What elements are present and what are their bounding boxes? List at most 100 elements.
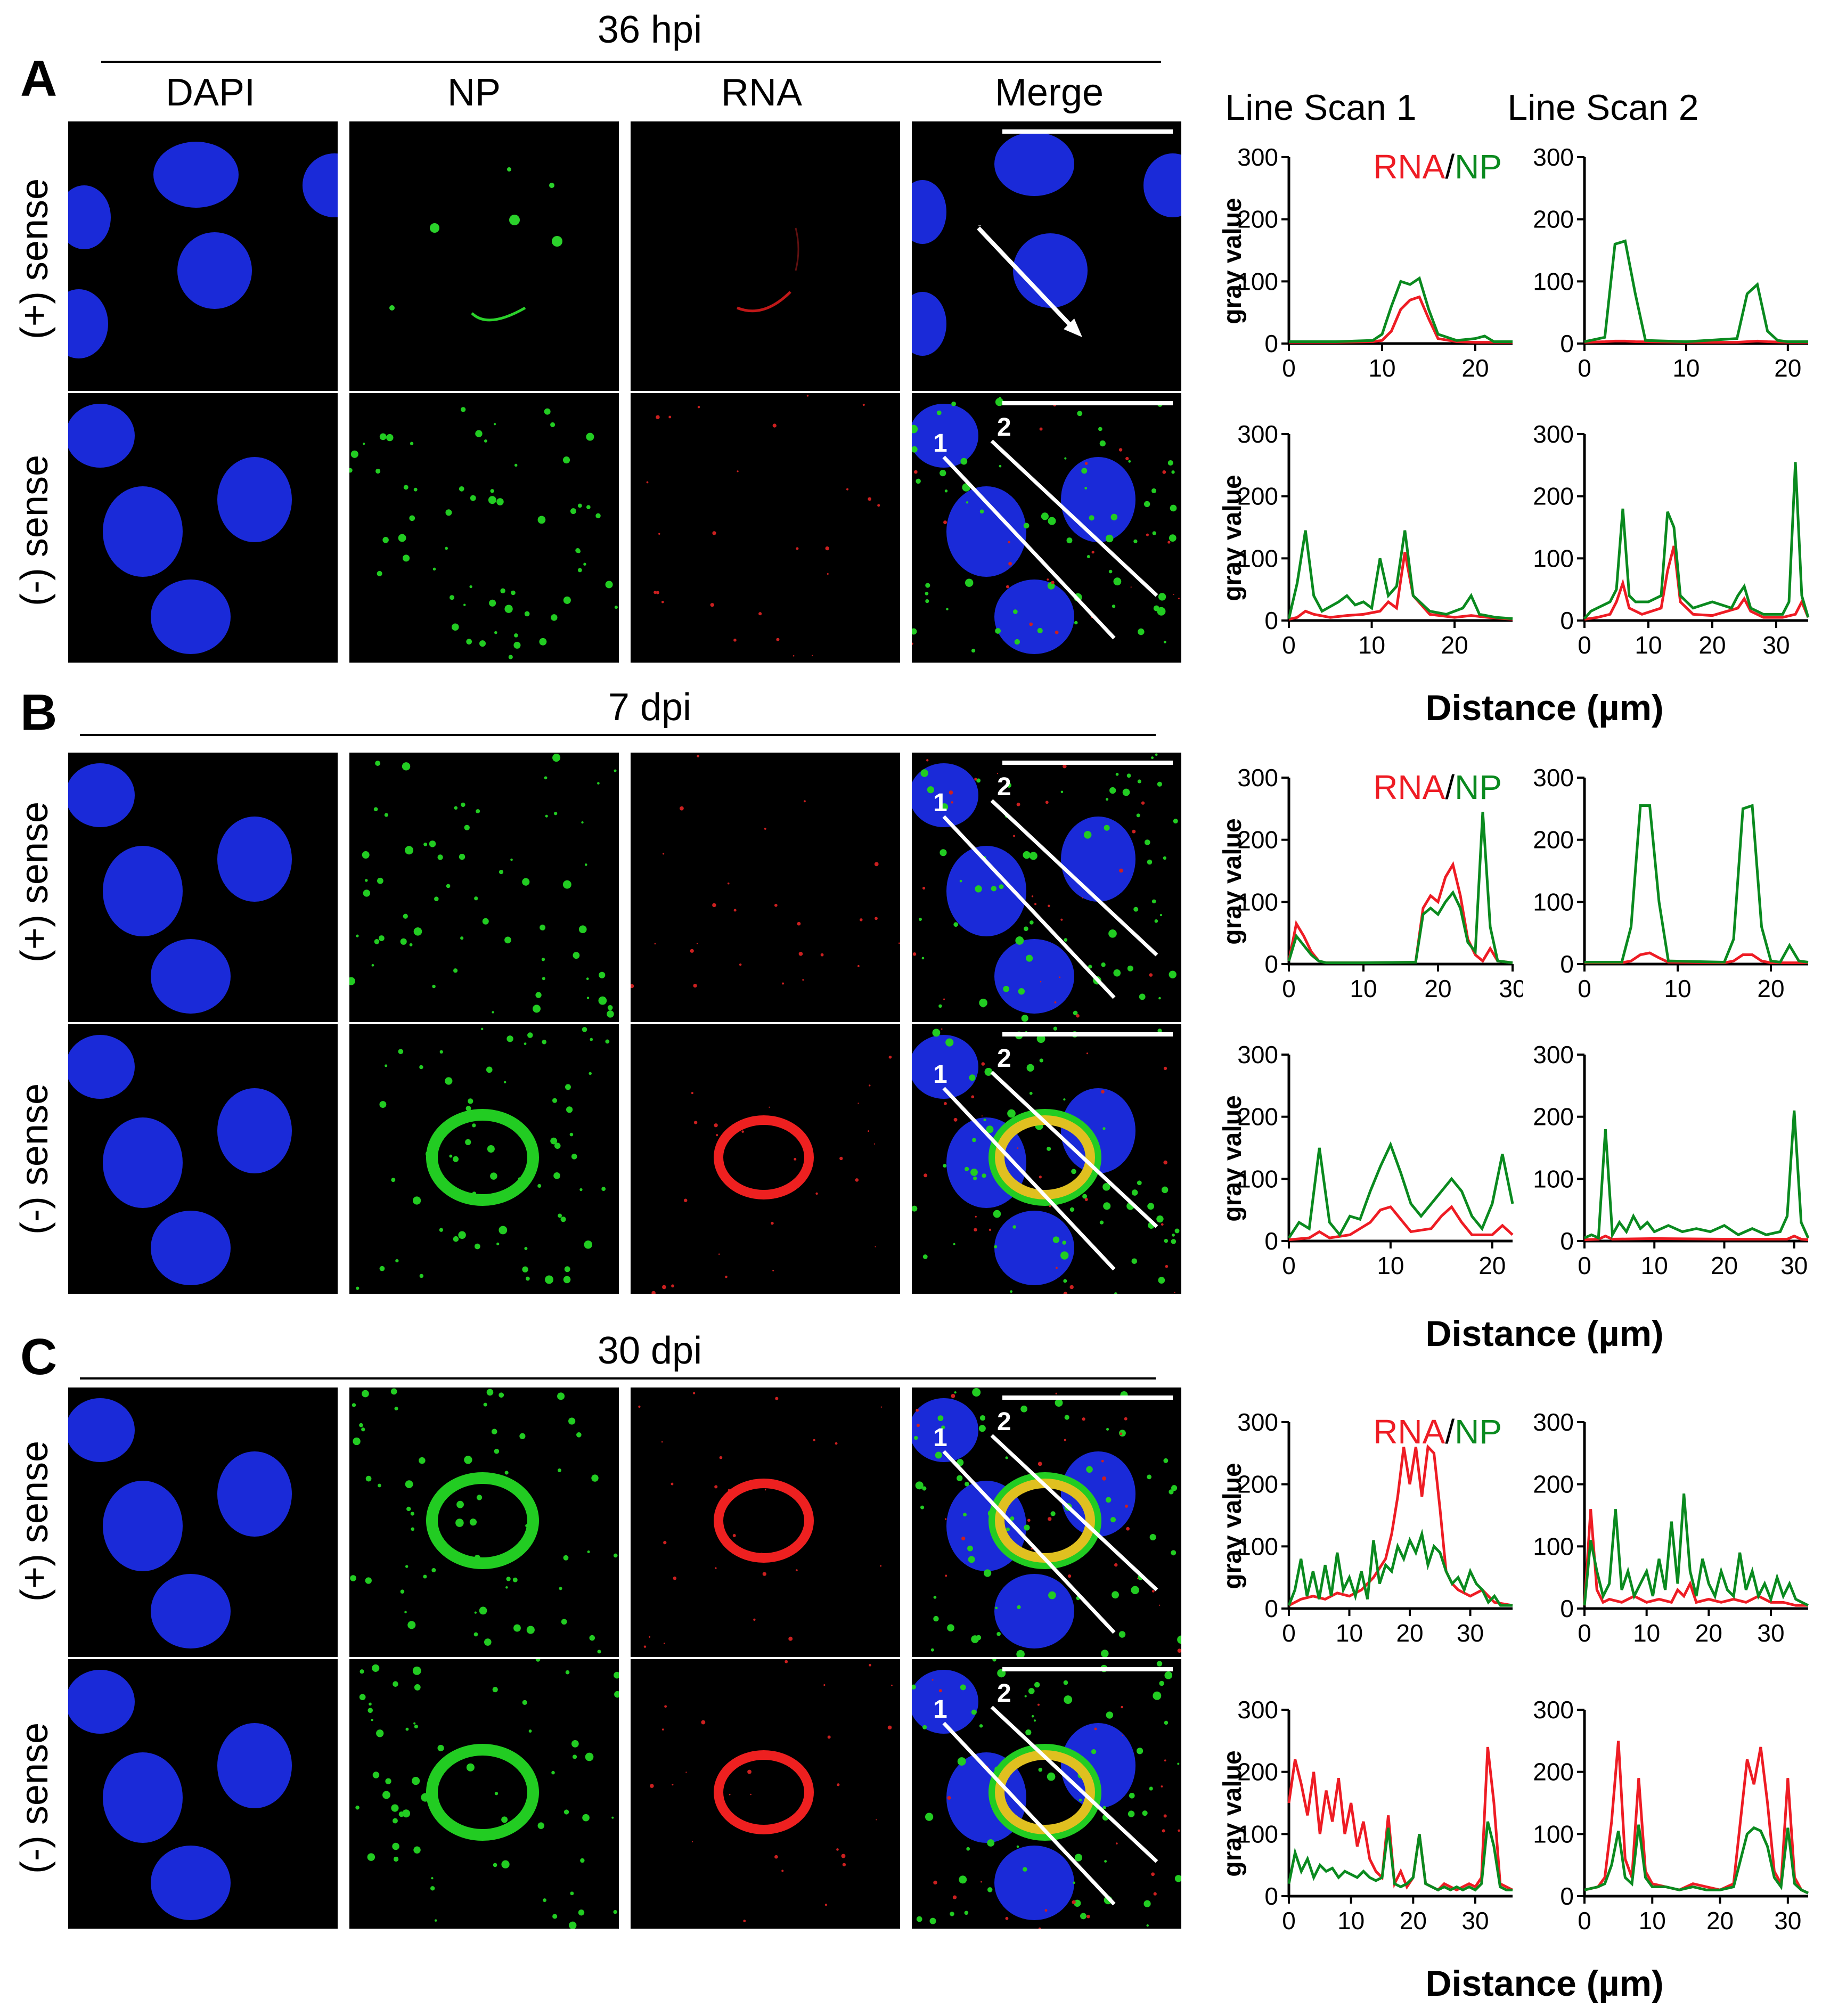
y-tick-label: 0 bbox=[1560, 607, 1574, 634]
y-tick-label: 300 bbox=[1533, 1041, 1574, 1068]
y-tick-label: 100 bbox=[1237, 1165, 1278, 1193]
x-tick-label: 10 bbox=[1633, 1619, 1660, 1647]
line-scan-plot-c-minus-1: 0 100 200 300 0 10 20 30 gray value bbox=[1219, 1694, 1523, 1941]
y-tick-label: 0 bbox=[1560, 1882, 1574, 1910]
y-tick-label: 100 bbox=[1237, 888, 1278, 916]
micrograph-a-minus-rna bbox=[631, 393, 900, 663]
line-scan-plot-a-minus-2: 0 100 200 300 0 10 20 30 bbox=[1515, 418, 1819, 666]
y-tick-label: 200 bbox=[1533, 483, 1574, 510]
panel-letter-a: A bbox=[20, 50, 58, 107]
line-scan-plot-b-plus-2: 0 100 200 300 0 10 20 bbox=[1515, 762, 1819, 1009]
panel-letter-c: C bbox=[20, 1328, 58, 1385]
timepoint-a: 36 hpi bbox=[597, 9, 702, 51]
line-scan-2-title: Line Scan 2 bbox=[1507, 87, 1699, 128]
x-tick-label: 0 bbox=[1282, 631, 1296, 659]
x-tick-label: 0 bbox=[1282, 975, 1296, 1002]
plot-axes bbox=[1583, 157, 1808, 345]
svg-text:2: 2 bbox=[997, 1679, 1011, 1708]
y-tick-label: 200 bbox=[1237, 826, 1278, 854]
y-tick-label: 200 bbox=[1533, 826, 1574, 854]
series-line-np bbox=[1287, 1141, 1514, 1239]
x-tick-label: 30 bbox=[1461, 1907, 1489, 1935]
timepoint-rule-b bbox=[80, 734, 1156, 736]
y-tick-label: 300 bbox=[1533, 1408, 1574, 1436]
col-header-rna: RNA bbox=[721, 71, 802, 114]
micrograph-c-minus-rna bbox=[631, 1659, 900, 1929]
svg-text:1: 1 bbox=[933, 429, 947, 458]
row-label-minus-a: (-) sense bbox=[13, 454, 56, 607]
micrograph-a-plus-rna bbox=[631, 121, 900, 391]
y-tick-label: 100 bbox=[1533, 1532, 1574, 1560]
x-tick-label: 30 bbox=[1457, 1619, 1484, 1647]
y-tick-label: 100 bbox=[1533, 267, 1574, 295]
line-scan-1-title: Line Scan 1 bbox=[1225, 87, 1417, 128]
x-tick-label: 20 bbox=[1478, 1252, 1506, 1279]
x-tick-label: 30 bbox=[1780, 1252, 1808, 1279]
y-axis-label: gray value bbox=[1220, 1463, 1247, 1589]
micrograph-c-minus-np bbox=[349, 1659, 619, 1929]
micrograph-b-plus-np bbox=[349, 753, 619, 1022]
y-tick-label: 100 bbox=[1237, 1532, 1278, 1560]
svg-text:2: 2 bbox=[997, 1408, 1011, 1436]
series-line-rna bbox=[1584, 339, 1808, 344]
x-tick-label: 30 bbox=[1499, 975, 1523, 1002]
y-tick-label: 300 bbox=[1533, 764, 1574, 791]
x-tick-label: 0 bbox=[1282, 1907, 1296, 1935]
plot-axes bbox=[1583, 778, 1808, 966]
line-scan-plot-c-minus-2: 0 100 200 300 0 10 20 30 bbox=[1515, 1694, 1819, 1941]
row-label-plus-b: (+) sense bbox=[13, 801, 56, 963]
y-tick-label: 200 bbox=[1237, 1103, 1278, 1131]
line-scan-plot-b-minus-2: 0 100 200 300 0 10 20 30 bbox=[1515, 1039, 1819, 1286]
y-axis-label: gray value bbox=[1220, 475, 1247, 601]
micrograph-b-plus-rna bbox=[631, 753, 900, 1022]
svg-text:1: 1 bbox=[933, 1060, 947, 1089]
y-tick-label: 100 bbox=[1533, 544, 1574, 572]
series-line-np bbox=[1287, 1821, 1513, 1892]
x-tick-label: 0 bbox=[1578, 1907, 1591, 1935]
timepoint-b: 7 dpi bbox=[608, 686, 692, 729]
y-tick-label: 300 bbox=[1237, 1408, 1278, 1436]
line-scan-plot-a-plus-1: 0 100 200 300 0 10 20 gray value RNA/NP bbox=[1219, 141, 1523, 389]
x-tick-label: 30 bbox=[1762, 631, 1790, 659]
y-tick-label: 0 bbox=[1264, 1227, 1278, 1255]
y-tick-label: 300 bbox=[1237, 420, 1278, 448]
row-label-minus-b: (-) sense bbox=[13, 1083, 56, 1235]
micrograph-b-minus-np bbox=[349, 1024, 619, 1294]
x-tick-label: 30 bbox=[1774, 1907, 1801, 1935]
series-line-rna bbox=[1584, 1234, 1809, 1242]
x-tick-label: 10 bbox=[1336, 1619, 1363, 1647]
micrograph-a-minus-np bbox=[349, 393, 619, 663]
y-tick-label: 300 bbox=[1533, 143, 1574, 171]
y-tick-label: 200 bbox=[1533, 1758, 1574, 1786]
series-line-np bbox=[1584, 239, 1808, 344]
x-tick-label: 0 bbox=[1282, 1619, 1296, 1647]
x-tick-label: 20 bbox=[1400, 1907, 1427, 1935]
y-tick-label: 0 bbox=[1560, 330, 1574, 357]
y-tick-label: 200 bbox=[1237, 1471, 1278, 1498]
line-scan-plot-a-plus-2: 0 100 200 300 0 10 20 bbox=[1515, 141, 1819, 389]
distance-label-b: Distance (µm) bbox=[1425, 1313, 1664, 1354]
distance-label-c: Distance (µm) bbox=[1425, 1963, 1664, 2004]
series-line-rna bbox=[1288, 552, 1513, 621]
legend: RNA/NP bbox=[1373, 148, 1502, 186]
plot-axes bbox=[1583, 434, 1808, 622]
svg-text:2: 2 bbox=[997, 773, 1011, 801]
micrograph-a-plus-merge bbox=[912, 121, 1181, 391]
micrograph-b-minus-dapi bbox=[68, 1024, 338, 1294]
legend: RNA/NP bbox=[1373, 1413, 1502, 1451]
series-line-np bbox=[1287, 1529, 1513, 1607]
y-tick-label: 0 bbox=[1264, 1595, 1278, 1622]
svg-text:2: 2 bbox=[997, 1044, 1011, 1073]
y-tick-label: 100 bbox=[1533, 888, 1574, 916]
y-tick-label: 200 bbox=[1533, 206, 1574, 233]
y-tick-label: 200 bbox=[1237, 483, 1278, 510]
y-tick-label: 0 bbox=[1264, 607, 1278, 634]
y-tick-label: 200 bbox=[1533, 1471, 1574, 1498]
y-tick-label: 300 bbox=[1237, 764, 1278, 791]
y-tick-label: 300 bbox=[1237, 1696, 1278, 1724]
x-tick-label: 20 bbox=[1698, 631, 1726, 659]
x-tick-label: 10 bbox=[1664, 975, 1691, 1002]
